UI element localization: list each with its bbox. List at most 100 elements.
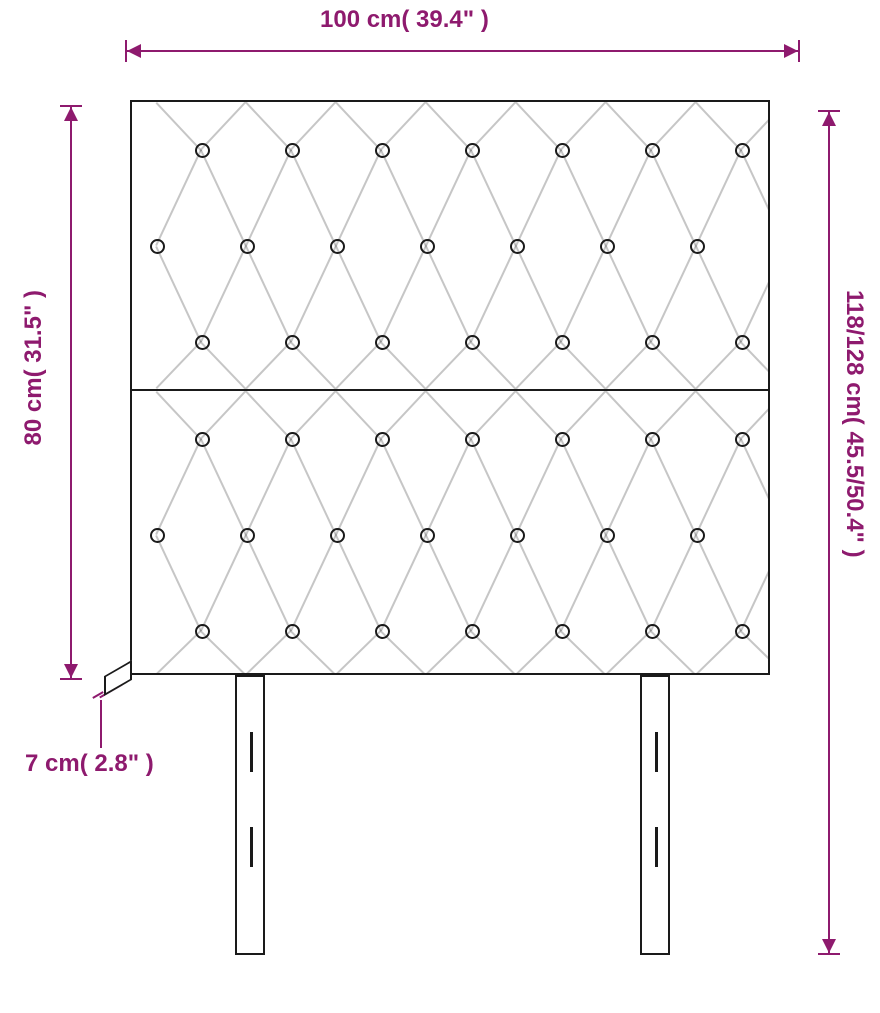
tuft-line xyxy=(606,630,652,675)
tuft-line xyxy=(426,391,472,440)
tuft-line xyxy=(561,391,607,439)
tuft-line xyxy=(606,391,652,440)
tuft-line xyxy=(155,149,202,246)
tuft-line xyxy=(291,342,337,389)
tuft-line xyxy=(651,342,697,389)
tuft-line xyxy=(425,438,472,535)
tuft-line xyxy=(696,391,742,440)
tuft-line xyxy=(335,438,382,535)
tuft-line xyxy=(426,341,472,389)
tuft-line xyxy=(515,246,562,343)
tuft-line xyxy=(516,391,562,440)
leg-left-slot-lower xyxy=(250,827,253,867)
tuft-line xyxy=(380,245,427,342)
tuft-line xyxy=(245,438,292,535)
tuft-line xyxy=(200,534,247,631)
tuft-line xyxy=(605,535,652,632)
tuft-line xyxy=(470,150,517,247)
tuft-line xyxy=(335,246,382,343)
headboard-outline xyxy=(130,100,770,675)
tuft-line xyxy=(381,102,427,150)
tuft-line xyxy=(290,439,337,536)
dim-depth-label: 7 cm( 2.8" ) xyxy=(25,750,154,778)
dim-total-height-tick-bot xyxy=(818,953,840,955)
tuft-line xyxy=(515,149,562,246)
tuft-line xyxy=(516,630,562,675)
tuft-line xyxy=(470,534,517,631)
dim-total-height-label: 118/128 cm( 45.5/50.4" ) xyxy=(840,290,868,558)
tuft-line xyxy=(156,102,202,151)
tuft-line xyxy=(380,439,427,536)
leg-right-slot-upper xyxy=(655,732,658,772)
dim-panel-height-tick-bot xyxy=(60,678,82,680)
tuft-line xyxy=(201,342,247,389)
tuft-line xyxy=(605,149,652,246)
tuft-line xyxy=(201,631,247,675)
tuft-line xyxy=(245,149,292,246)
tuft-line xyxy=(336,341,382,389)
diagram-canvas: 100 cm( 39.4" ) 80 cm( 31.5" ) 118/128 c… xyxy=(0,0,880,1013)
tuft-line xyxy=(650,534,697,631)
tuft-line xyxy=(380,534,427,631)
tuft-line xyxy=(156,341,202,389)
tuft-line xyxy=(740,534,768,631)
tuft-line xyxy=(695,149,742,246)
tuft-line xyxy=(155,246,202,343)
dim-panel-height-label: 80 cm( 31.5" ) xyxy=(20,290,48,445)
dim-total-height-arrow-bot xyxy=(822,939,836,953)
tuft-line xyxy=(246,630,292,675)
tuft-line xyxy=(470,245,517,342)
headboard-panel-top xyxy=(132,102,768,389)
tuft-line xyxy=(201,102,247,150)
dim-total-height-line xyxy=(828,110,830,955)
tuft-line xyxy=(336,102,382,151)
dim-panel-height-arrow-bot xyxy=(64,664,78,678)
dim-width-arrow-right xyxy=(784,44,798,58)
tuft-line xyxy=(561,342,607,389)
tuft-line xyxy=(245,246,292,343)
dim-depth-leader xyxy=(100,700,102,748)
tuft-line xyxy=(246,102,292,151)
tuft-line xyxy=(651,102,697,150)
tuft-line xyxy=(561,102,607,150)
tuft-line xyxy=(381,342,427,389)
tuft-line xyxy=(335,535,382,632)
tuft-line xyxy=(606,102,652,151)
tuft-line xyxy=(425,535,472,632)
tuft-line xyxy=(695,246,742,343)
tuft-line xyxy=(291,102,337,150)
tuft-line xyxy=(561,631,607,675)
dim-panel-height-arrow-top xyxy=(64,107,78,121)
tuft-line xyxy=(425,246,472,343)
tuft-line xyxy=(155,438,202,535)
leg-right-slot-lower xyxy=(655,827,658,867)
tuft-line xyxy=(200,150,247,247)
tuft-line xyxy=(290,150,337,247)
dim-panel-height-line xyxy=(70,105,72,680)
tuft-line xyxy=(290,245,337,342)
tuft-line xyxy=(156,630,202,675)
tuft-line xyxy=(156,391,202,440)
tuft-line xyxy=(426,102,472,151)
tuft-line xyxy=(155,535,202,632)
tuft-line xyxy=(740,150,768,247)
dim-total-height-arrow-top xyxy=(822,112,836,126)
tuft-line xyxy=(605,246,652,343)
tuft-line xyxy=(381,391,427,439)
tuft-line xyxy=(200,439,247,536)
tuft-line xyxy=(740,439,768,536)
tuft-line xyxy=(696,630,742,675)
tuft-line xyxy=(605,438,652,535)
tuft-line xyxy=(650,245,697,342)
tuft-line xyxy=(516,341,562,389)
tuft-line xyxy=(650,150,697,247)
tuft-line xyxy=(291,391,337,439)
tuft-line xyxy=(651,391,697,439)
tuft-line xyxy=(606,341,652,389)
tuft-line xyxy=(471,631,517,675)
tuft-line xyxy=(695,535,742,632)
tuft-line xyxy=(696,102,742,151)
tuft-line xyxy=(335,149,382,246)
tuft-line xyxy=(515,438,562,535)
tuft-line xyxy=(381,631,427,675)
